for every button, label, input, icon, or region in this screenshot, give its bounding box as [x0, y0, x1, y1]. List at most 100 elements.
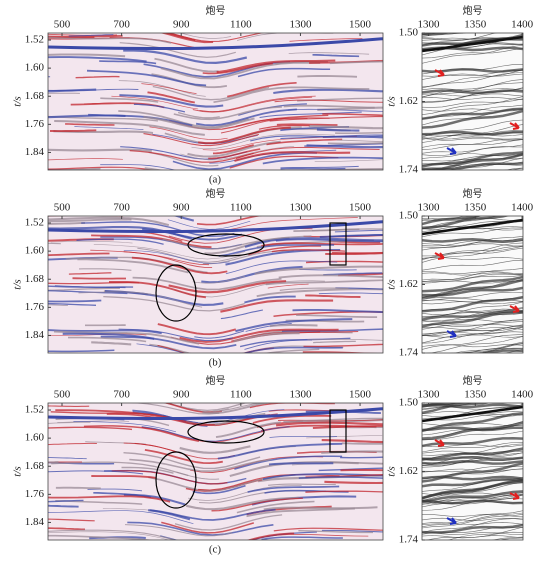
- reflector: [50, 241, 133, 244]
- y-axis-label: t/s: [386, 279, 398, 289]
- reflector: [289, 38, 363, 42]
- reflector: [255, 392, 392, 399]
- reflector: [48, 216, 170, 227]
- reflector: [308, 125, 383, 130]
- reflector: [305, 294, 361, 298]
- reflector: [422, 460, 523, 465]
- y-tick-label: 1.76: [25, 488, 45, 500]
- reflector: [74, 126, 144, 130]
- reflector: [268, 483, 336, 486]
- reflector: [161, 521, 255, 534]
- reflector: [136, 343, 186, 353]
- seafloor: [48, 37, 383, 50]
- reflector: [479, 349, 523, 353]
- y-axis-label: t/s: [12, 279, 24, 289]
- texture: [48, 216, 383, 353]
- reflector: [213, 86, 370, 104]
- reflector: [422, 297, 523, 301]
- reflector: [422, 325, 523, 337]
- reflector: [129, 555, 183, 562]
- reflector: [212, 144, 254, 155]
- reflector: [422, 301, 523, 317]
- reflector: [422, 138, 523, 148]
- reflector: [48, 242, 61, 245]
- reflector: [127, 521, 274, 536]
- reflector: [422, 286, 523, 297]
- reflector: [199, 95, 316, 112]
- x-tick-label: 1300: [289, 202, 312, 214]
- reflector: [323, 546, 401, 548]
- reflector: [218, 244, 335, 257]
- reflector: [111, 95, 199, 110]
- reflector: [269, 555, 312, 559]
- reflector: [48, 158, 123, 161]
- arrow: [434, 252, 445, 260]
- reflector: [108, 280, 207, 299]
- reflector: [152, 85, 270, 101]
- reflector: [275, 174, 316, 175]
- texture: [422, 33, 523, 185]
- reflector: [215, 421, 281, 439]
- reflector: [324, 480, 383, 485]
- reflector: [422, 172, 523, 174]
- reflector: [422, 183, 523, 185]
- reflector: [48, 148, 152, 153]
- y-tick-label: 1.76: [25, 118, 45, 130]
- y-axis-label: t/s: [386, 466, 398, 476]
- reflector: [298, 530, 373, 534]
- y-tick-label: 1.60: [25, 432, 45, 444]
- reflector: [422, 553, 523, 555]
- reflector: [422, 33, 498, 46]
- reflector: [179, 328, 339, 343]
- reflector: [263, 348, 320, 353]
- reflector: [422, 475, 523, 481]
- reflector: [422, 357, 523, 359]
- x-tick-label: 1400: [511, 19, 534, 31]
- reflector: [263, 506, 378, 511]
- reflector: [48, 166, 154, 170]
- reflector: [422, 490, 523, 503]
- reflector: [422, 468, 523, 480]
- highlight-ellipse: [155, 451, 197, 509]
- reflector: [422, 535, 523, 539]
- reflector: [242, 346, 343, 353]
- reflector: [329, 461, 383, 465]
- reflector: [83, 425, 200, 443]
- reflector: [341, 547, 456, 549]
- reflector: [269, 324, 318, 328]
- reflector: [422, 477, 523, 492]
- reflector: [422, 109, 523, 129]
- reflector: [72, 180, 128, 181]
- x-tick-label: 1400: [511, 389, 534, 401]
- reflector: [422, 308, 523, 312]
- reflector: [422, 307, 523, 323]
- reflector: [196, 216, 263, 226]
- reflector: [458, 342, 523, 353]
- reflector: [177, 111, 220, 119]
- reflector: [422, 33, 452, 36]
- reflector: [263, 175, 336, 179]
- reflector: [422, 144, 523, 159]
- reflector: [75, 75, 120, 79]
- reflector: [422, 87, 523, 103]
- reflector: [422, 157, 523, 165]
- reflector: [306, 435, 383, 439]
- x-tick-label: 500: [54, 389, 71, 401]
- reflector: [273, 88, 383, 95]
- y-tick-label: 1.68: [25, 460, 45, 472]
- reflector: [179, 33, 232, 39]
- reflector: [166, 33, 264, 43]
- reflector: [70, 102, 165, 109]
- reflector: [246, 532, 295, 540]
- reflector: [269, 116, 383, 122]
- reflector: [321, 556, 476, 558]
- reflector: [422, 243, 523, 247]
- reflector: [287, 108, 383, 112]
- reflector: [312, 425, 383, 429]
- reflector: [28, 181, 97, 182]
- reflector: [48, 349, 115, 353]
- reflector: [422, 259, 523, 271]
- reflector: [159, 33, 214, 44]
- reflector: [48, 470, 144, 475]
- reflector: [265, 279, 383, 286]
